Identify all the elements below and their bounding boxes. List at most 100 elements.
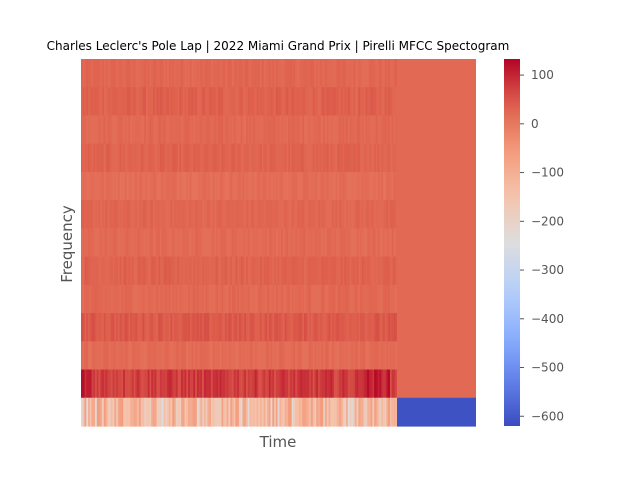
- heatmap-cell: [358, 59, 361, 88]
- heatmap-cell: [339, 228, 342, 258]
- heatmap-cell: [102, 341, 105, 371]
- heatmap-cell: [123, 397, 126, 427]
- heatmap-cell: [86, 256, 89, 286]
- heatmap-cell: [388, 143, 391, 173]
- heatmap-cell: [145, 171, 149, 201]
- heatmap-cell: [363, 284, 366, 314]
- heatmap-cell: [374, 115, 377, 145]
- heatmap-cell: [135, 59, 138, 88]
- heatmap-cell: [179, 171, 182, 201]
- heatmap-cell: [356, 59, 359, 88]
- heatmap-cell: [354, 256, 358, 286]
- heatmap-cell: [323, 313, 326, 342]
- heatmap-cell: [254, 171, 258, 201]
- heatmap-cell: [360, 313, 363, 342]
- heatmap-cell: [135, 228, 138, 258]
- heatmap-cell: [209, 256, 212, 286]
- heatmap-cell: [219, 228, 223, 258]
- heatmap-cell: [147, 341, 151, 371]
- heatmap-cell: [224, 115, 228, 145]
- heatmap-cell: [123, 256, 126, 286]
- heatmap-cell: [260, 284, 263, 314]
- heatmap-cell: [330, 87, 333, 117]
- heatmap-tail-cell: [397, 143, 476, 173]
- heatmap-cell: [293, 87, 296, 117]
- heatmap-cell: [321, 341, 324, 371]
- heatmap-cell: [82, 115, 86, 145]
- heatmap-cell: [151, 313, 154, 342]
- heatmap-cell: [174, 313, 177, 342]
- heatmap-cell: [217, 200, 221, 229]
- heatmap-cell: [258, 200, 261, 229]
- heatmap-cell: [318, 143, 321, 173]
- heatmap-cell: [330, 284, 333, 314]
- heatmap-cell: [172, 115, 175, 145]
- heatmap-cell: [270, 87, 273, 117]
- heatmap-cell: [298, 228, 302, 258]
- heatmap-cell: [367, 115, 370, 145]
- heatmap-cell: [258, 143, 261, 173]
- heatmap-cell: [393, 59, 396, 88]
- heatmap-cell: [277, 115, 280, 145]
- heatmap-cell: [335, 228, 338, 258]
- heatmap-cell: [393, 313, 396, 342]
- heatmap-cell: [210, 143, 214, 173]
- heatmap-cell: [142, 256, 145, 286]
- heatmap-cell: [310, 115, 314, 145]
- heatmap-cell: [105, 143, 108, 173]
- heatmap-cell: [291, 59, 295, 88]
- heatmap-cell: [112, 228, 115, 258]
- heatmap-cell: [363, 369, 366, 399]
- heatmap-cell: [114, 115, 117, 145]
- heatmap-cell: [96, 143, 100, 173]
- heatmap-cell: [277, 59, 280, 88]
- heatmap-cell: [246, 313, 249, 342]
- heatmap-cell: [231, 284, 235, 314]
- heatmap-cell: [228, 87, 231, 117]
- heatmap-cell: [170, 369, 173, 399]
- heatmap-cell: [233, 256, 237, 286]
- heatmap-cell: [260, 256, 263, 286]
- heatmap-cell: [114, 143, 117, 173]
- heatmap-cell: [81, 143, 84, 173]
- heatmap-cell: [165, 143, 168, 173]
- heatmap-cell: [219, 200, 223, 229]
- heatmap-cell: [109, 284, 112, 314]
- heatmap-cell: [268, 228, 272, 258]
- heatmap-cell: [98, 313, 101, 342]
- heatmap-cell: [140, 284, 144, 314]
- heatmap-cell: [149, 115, 152, 145]
- heatmap-cell: [210, 115, 214, 145]
- colorbar-tick-label: 100: [531, 68, 554, 82]
- heatmap-cell: [160, 256, 163, 286]
- heatmap-cell: [144, 313, 147, 342]
- heatmap-cell: [126, 87, 129, 117]
- heatmap-cell: [230, 200, 233, 229]
- heatmap-cell: [200, 256, 203, 286]
- heatmap-cell: [267, 256, 270, 286]
- heatmap-cell: [265, 171, 268, 201]
- heatmap-cell: [84, 341, 87, 371]
- heatmap-cell: [161, 143, 165, 173]
- heatmap-cell: [181, 87, 184, 117]
- heatmap-cell: [314, 313, 317, 342]
- heatmap-cell: [368, 228, 372, 258]
- heatmap-cell: [310, 228, 314, 258]
- heatmap-cell: [249, 59, 252, 88]
- heatmap-cell: [188, 200, 191, 229]
- heatmap-cell: [263, 341, 266, 371]
- heatmap-cell: [326, 115, 330, 145]
- heatmap-cell: [128, 228, 131, 258]
- heatmap-cell: [374, 341, 377, 371]
- heatmap-cell: [103, 87, 107, 117]
- heatmap-cell: [209, 115, 212, 145]
- heatmap-cell: [328, 341, 331, 371]
- heatmap-cell: [205, 341, 208, 371]
- heatmap-cell: [293, 143, 296, 173]
- heatmap-cell: [347, 200, 351, 229]
- heatmap-cell: [193, 171, 196, 201]
- heatmap-cell: [251, 171, 254, 201]
- heatmap-cell: [333, 341, 337, 371]
- heatmap-cell: [337, 143, 340, 173]
